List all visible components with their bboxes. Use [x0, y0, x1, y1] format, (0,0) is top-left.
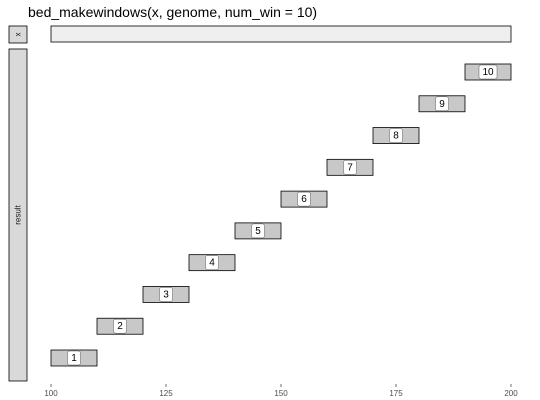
- window-label-box-2: [113, 319, 127, 334]
- x-tick-label-100: 100: [44, 389, 58, 398]
- x-tick-label-200: 200: [504, 389, 518, 398]
- facet-strip-x: [8, 25, 28, 44]
- x-tick-label-175: 175: [389, 389, 403, 398]
- window-label-box-3: [159, 287, 173, 302]
- window-label-box-10: [478, 64, 498, 80]
- x-interval: [50, 25, 512, 43]
- window-label-6: 6: [301, 194, 307, 205]
- window-label-4: 4: [209, 258, 215, 269]
- window-label-box-8: [389, 128, 403, 143]
- window-label-9: 9: [439, 99, 445, 110]
- window-label-box-9: [435, 96, 449, 111]
- facet-label-result: result: [14, 204, 23, 224]
- window-label-box-6: [297, 191, 311, 207]
- window-label-2: 2: [117, 321, 123, 332]
- window-label-box-7: [343, 160, 357, 175]
- chart-title: bed_makewindows(x, genome, num_win = 10): [28, 4, 317, 20]
- window-label-7: 7: [347, 162, 353, 173]
- facet-label-x: x: [14, 33, 23, 37]
- window-label-5: 5: [255, 226, 261, 237]
- x-tick-label-125: 125: [159, 389, 173, 398]
- window-label-box-1: [67, 350, 81, 366]
- window-label-box-4: [205, 255, 219, 270]
- x-tick-label-150: 150: [274, 389, 288, 398]
- window-label-3: 3: [163, 289, 169, 300]
- window-label-box-5: [251, 223, 265, 239]
- window-label-8: 8: [393, 131, 399, 142]
- window-label-1: 1: [71, 353, 77, 364]
- window-label-10: 10: [482, 67, 494, 78]
- facet-strip-result: [8, 48, 28, 382]
